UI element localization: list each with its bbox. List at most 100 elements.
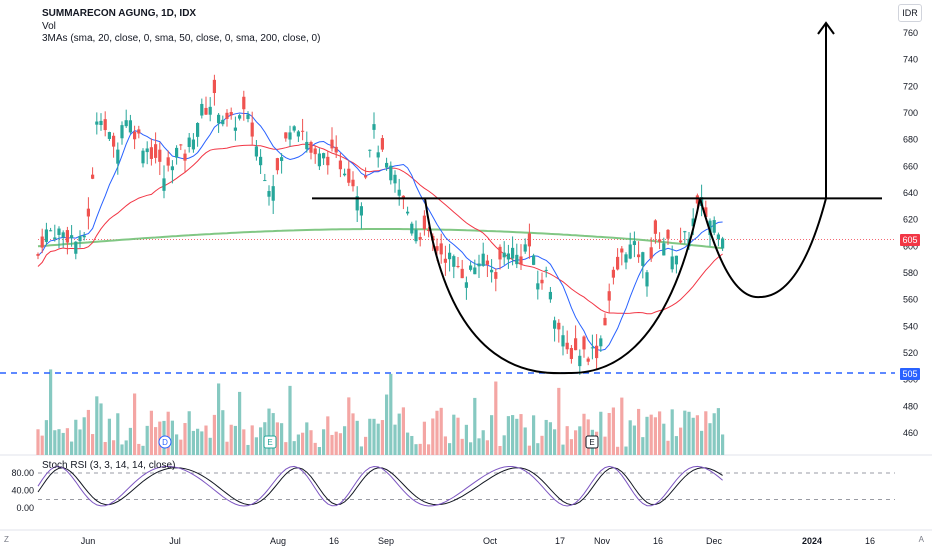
volume-bar [502, 435, 506, 455]
volume-bar [124, 440, 128, 455]
volume-bar [200, 431, 204, 455]
volume-bar [305, 422, 309, 455]
candle-body [674, 255, 678, 265]
target-arrow-head [817, 21, 835, 35]
x-tick-label: Nov [594, 536, 611, 546]
y-tick-label: 720 [903, 81, 918, 91]
candle-body [36, 254, 40, 256]
candle-body [313, 148, 317, 155]
candle-body [187, 137, 191, 148]
volume-bar [61, 432, 65, 455]
candle-body [469, 265, 473, 270]
volume-bar [49, 369, 53, 455]
x-tick-label: Oct [483, 536, 498, 546]
volume-bar [637, 408, 641, 455]
volume-bar [103, 441, 107, 455]
volume-bar [519, 414, 523, 455]
volume-bar [641, 437, 645, 455]
volume-bar [578, 426, 582, 455]
cup-and-handle-drawing [312, 21, 882, 375]
candle-body [242, 96, 246, 110]
candle-body [574, 338, 578, 351]
candle-body [158, 149, 162, 162]
candle-body [86, 208, 90, 217]
volume-bar [456, 417, 460, 455]
candle-body [376, 152, 380, 158]
candle-body [233, 127, 237, 131]
volume-bar [204, 425, 208, 455]
candle-body [691, 218, 695, 227]
volume-bar [490, 415, 494, 455]
volume-bar [511, 415, 515, 455]
candle-body [712, 220, 716, 233]
candle-body [120, 125, 124, 139]
moving-averages-label: 3MAs (sma, 20, close, 0, sma, 50, close,… [42, 33, 321, 44]
volume-bar [95, 396, 99, 455]
volume-bar [540, 435, 544, 455]
volume-bar [569, 439, 573, 455]
volume-bar [44, 420, 48, 455]
volume-bar [414, 444, 418, 455]
volume-bar [393, 424, 397, 455]
timezone-toggle[interactable]: Z [4, 535, 9, 544]
volume-bar [179, 439, 183, 455]
candle-body [645, 272, 649, 287]
candle-body [82, 235, 86, 238]
candle-body [107, 132, 111, 139]
y-tick-label: 680 [903, 135, 918, 145]
volume-bar [309, 430, 313, 455]
candle-body [393, 174, 397, 184]
volume-bar [359, 446, 363, 455]
currency-button[interactable]: IDR [898, 4, 922, 22]
volume-bar [506, 416, 510, 455]
volume-bar [397, 413, 401, 455]
candle-body [586, 358, 590, 362]
candle-body [544, 269, 548, 271]
candle-body [103, 119, 107, 131]
volume-bar [700, 430, 704, 455]
volume-bar [137, 443, 141, 455]
candle-body [44, 229, 48, 242]
candle-body [183, 153, 187, 161]
candle-body [65, 230, 69, 243]
auto-scale-toggle[interactable]: A [918, 535, 924, 544]
event-label: E [267, 438, 272, 447]
candle-body [280, 157, 284, 161]
volume-bar [149, 410, 153, 455]
volume-bar [406, 432, 410, 455]
volume-bar [670, 409, 674, 455]
volume-bar [65, 428, 69, 455]
candle-body [406, 211, 410, 214]
candle-body [443, 258, 447, 263]
y-tick-label: 460 [903, 428, 918, 438]
candle-body [603, 317, 607, 326]
volume-bar [322, 429, 326, 455]
candle-body [380, 138, 384, 150]
volume-bar [544, 419, 548, 455]
candle-body [637, 254, 641, 258]
y-tick-label: 660 [903, 161, 918, 171]
volume-bar [481, 430, 485, 455]
candle-body [91, 174, 95, 179]
volume-bar [196, 428, 200, 455]
volume-bar [284, 442, 288, 455]
volume-bar [574, 430, 578, 455]
candle-body [212, 79, 216, 94]
volume-bar [86, 409, 90, 455]
candle-body [523, 244, 527, 252]
earnings-icon [263, 435, 277, 449]
volume-bar [166, 411, 170, 455]
candle-body [506, 253, 510, 260]
x-tick-label: 16 [865, 536, 875, 546]
candle-body [607, 291, 611, 301]
volume-bar [82, 417, 86, 455]
candle-body [632, 241, 636, 246]
volume-bar [368, 418, 372, 455]
volume-bar [74, 419, 78, 455]
volume-bar [271, 413, 275, 455]
volume-bar [330, 434, 334, 455]
ma200-line [37, 228, 723, 250]
candle-body [326, 156, 330, 166]
volume-bar [599, 411, 603, 455]
